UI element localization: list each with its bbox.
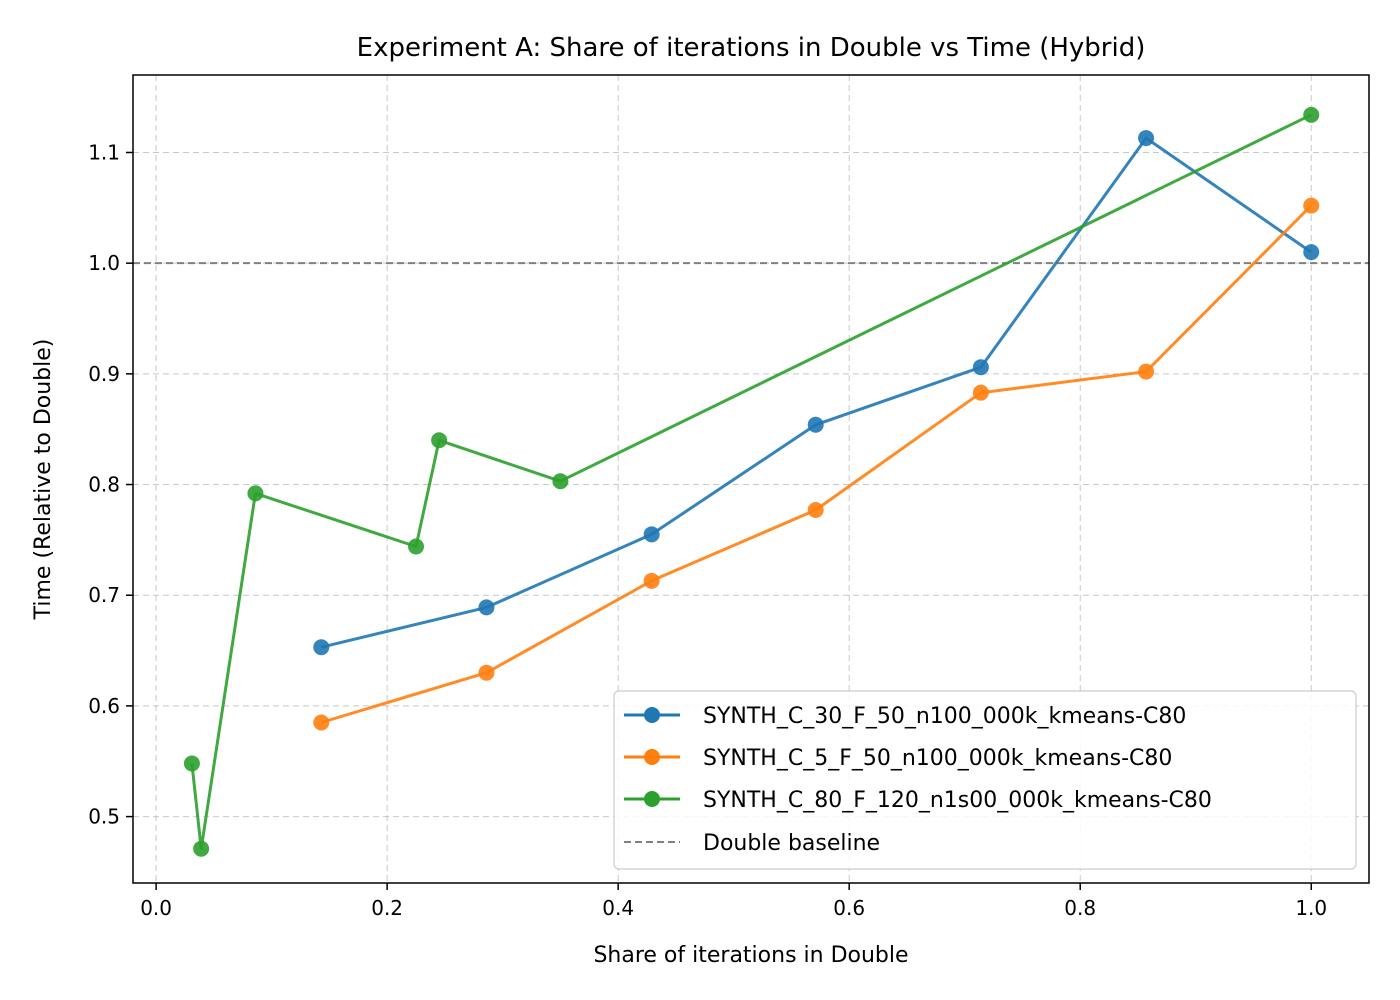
data-point: [643, 572, 660, 589]
legend-box: [613, 690, 1357, 870]
legend-entry: SYNTH_C_5_F_50_n100_000k_kmeans-C80: [624, 746, 1172, 771]
data-point: [972, 359, 989, 376]
series-group: [313, 197, 1320, 731]
legend-swatch-marker: [644, 749, 660, 765]
x-axis-ticks: 0.0 0.2 0.4 0.6 0.8 1.0: [140, 883, 1327, 920]
data-point: [478, 599, 495, 616]
x-tick-label: 0.4: [602, 896, 634, 920]
legend: SYNTH_C_30_F_50_n100_000k_kmeans-C80 SYN…: [613, 690, 1357, 870]
data-point: [1303, 106, 1320, 123]
legend-swatch-marker: [644, 707, 660, 723]
series-group: [183, 106, 1320, 857]
plot-frame: [132, 74, 1370, 884]
y-tick-label: 1.1: [88, 140, 120, 164]
data-point: [552, 473, 569, 490]
legend-entry: Double baseline: [624, 831, 880, 856]
data-point: [1303, 197, 1320, 214]
series-layer: [183, 106, 1320, 857]
y-tick-label: 0.9: [88, 362, 120, 386]
y-tick-label: 0.6: [88, 694, 120, 718]
y-axis-label: Time (Relative to Double): [31, 339, 56, 621]
x-tick-label: 0.0: [140, 896, 172, 920]
data-point: [807, 501, 824, 518]
x-tick-label: 0.6: [833, 896, 865, 920]
legend-label: SYNTH_C_5_F_50_n100_000k_kmeans-C80: [703, 746, 1172, 771]
data-point: [807, 416, 824, 433]
legend-entry: SYNTH_C_30_F_50_n100_000k_kmeans-C80: [624, 704, 1186, 729]
data-point: [408, 538, 425, 555]
x-tick-label: 0.2: [371, 896, 403, 920]
data-point: [313, 639, 330, 656]
x-tick-label: 1.0: [1295, 896, 1327, 920]
legend-entry: SYNTH_C_80_F_120_n1s00_000k_kmeans-C80: [624, 788, 1212, 813]
data-point: [183, 755, 200, 772]
legend-label: SYNTH_C_30_F_50_n100_000k_kmeans-C80: [703, 704, 1186, 729]
legend-swatch-marker: [644, 791, 660, 807]
x-tick-label: 0.8: [1064, 896, 1096, 920]
series-group: [313, 130, 1320, 656]
chart-title: Experiment A: Share of iterations in Dou…: [357, 33, 1146, 63]
x-axis-label: Share of iterations in Double: [593, 943, 908, 968]
y-axis-ticks: 0.5 0.6 0.7 0.8 0.9 1.0 1.1: [88, 140, 133, 829]
data-point: [431, 432, 448, 449]
legend-label: SYNTH_C_80_F_120_n1s00_000k_kmeans-C80: [703, 788, 1212, 813]
data-point: [1138, 363, 1155, 380]
data-point: [313, 714, 330, 731]
data-point: [1303, 244, 1320, 261]
data-point: [972, 384, 989, 401]
y-tick-label: 0.5: [88, 805, 120, 829]
y-tick-label: 0.7: [88, 583, 120, 607]
data-point: [193, 840, 210, 857]
data-point: [643, 526, 660, 543]
data-point: [247, 485, 264, 502]
data-point: [1138, 130, 1155, 147]
data-point: [478, 664, 495, 681]
legend-label: Double baseline: [703, 831, 880, 856]
y-tick-label: 0.8: [88, 473, 120, 497]
y-tick-label: 1.0: [88, 251, 120, 275]
